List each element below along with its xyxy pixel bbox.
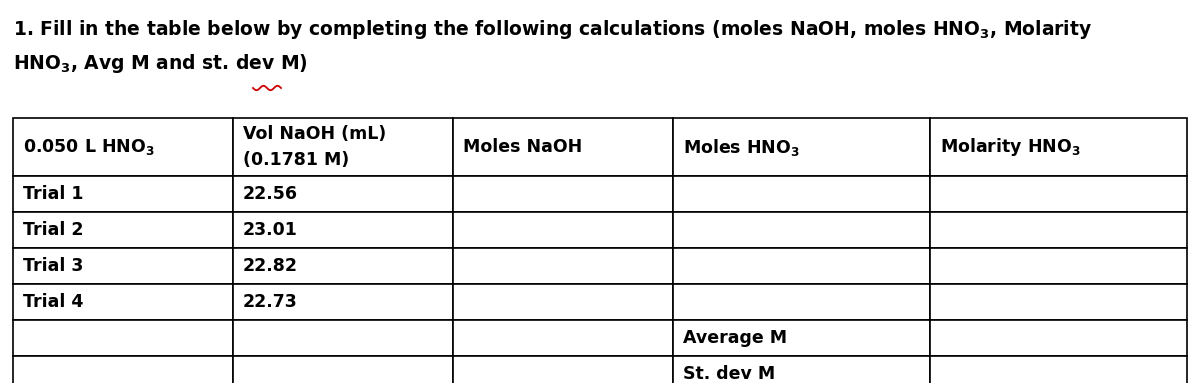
Bar: [930, 284, 1187, 320]
Bar: [233, 356, 454, 383]
Text: (0.1781 M): (0.1781 M): [244, 151, 349, 169]
Bar: [233, 212, 454, 248]
Text: 1. Fill in the table below by completing the following calculations (moles NaOH,: 1. Fill in the table below by completing…: [13, 18, 1092, 41]
Text: Molarity HNO$\mathregular{_3}$: Molarity HNO$\mathregular{_3}$: [941, 136, 1081, 158]
Text: Moles HNO$\mathregular{_3}$: Moles HNO$\mathregular{_3}$: [683, 136, 800, 157]
Bar: [454, 248, 673, 284]
Bar: [13, 118, 233, 176]
Bar: [13, 356, 233, 383]
Bar: [13, 212, 233, 248]
Bar: [673, 284, 930, 320]
Text: Trial 3: Trial 3: [23, 257, 83, 275]
Bar: [454, 212, 673, 248]
Bar: [930, 176, 1187, 212]
Text: Vol NaOH (mL): Vol NaOH (mL): [244, 125, 386, 143]
Text: 22.82: 22.82: [244, 257, 298, 275]
Bar: [673, 212, 930, 248]
Bar: [13, 284, 233, 320]
Bar: [233, 118, 454, 176]
Bar: [930, 356, 1187, 383]
Bar: [930, 118, 1187, 176]
Text: 0.050 L HNO$\mathregular{_3}$: 0.050 L HNO$\mathregular{_3}$: [23, 137, 155, 157]
Bar: [673, 320, 930, 356]
Bar: [454, 176, 673, 212]
Bar: [673, 248, 930, 284]
Bar: [454, 356, 673, 383]
Bar: [673, 176, 930, 212]
Text: St. dev M: St. dev M: [683, 365, 775, 383]
Text: 23.01: 23.01: [244, 221, 298, 239]
Bar: [233, 176, 454, 212]
Text: Trial 4: Trial 4: [23, 293, 83, 311]
Bar: [13, 320, 233, 356]
Text: HNO$\mathregular{_3}$, Avg M and st. dev M): HNO$\mathregular{_3}$, Avg M and st. dev…: [13, 52, 308, 75]
Bar: [454, 118, 673, 176]
Bar: [454, 284, 673, 320]
Bar: [13, 248, 233, 284]
Bar: [233, 320, 454, 356]
Bar: [13, 176, 233, 212]
Bar: [233, 248, 454, 284]
Text: 22.73: 22.73: [244, 293, 298, 311]
Bar: [233, 284, 454, 320]
Text: 22.56: 22.56: [244, 185, 298, 203]
Bar: [930, 320, 1187, 356]
Bar: [673, 356, 930, 383]
Bar: [930, 248, 1187, 284]
Text: Average M: Average M: [683, 329, 787, 347]
Text: Trial 2: Trial 2: [23, 221, 84, 239]
Text: Moles NaOH: Moles NaOH: [463, 138, 582, 156]
Bar: [673, 118, 930, 176]
Bar: [454, 320, 673, 356]
Text: Trial 1: Trial 1: [23, 185, 84, 203]
Bar: [930, 212, 1187, 248]
